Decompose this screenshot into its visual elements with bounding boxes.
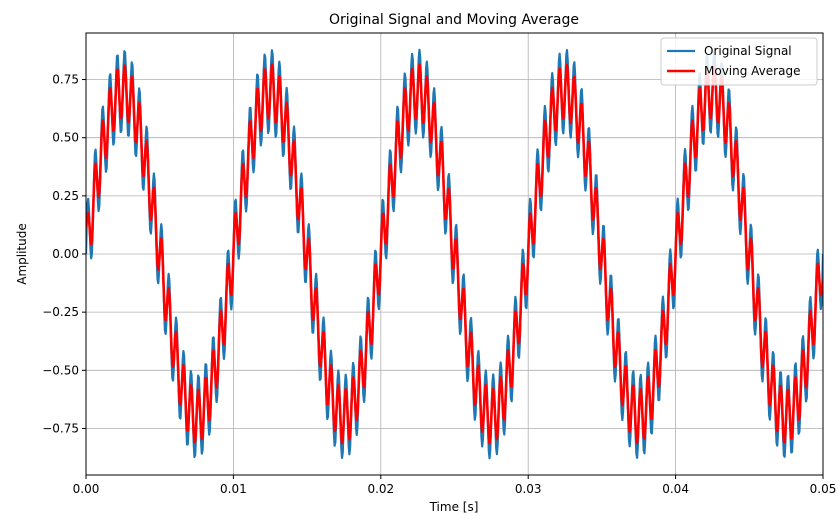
x-axis-label: Time [s] (429, 500, 479, 514)
x-tick-label: 0.04 (662, 482, 689, 496)
y-tick-label: 0.50 (52, 131, 79, 145)
y-tick-label: −0.75 (42, 421, 79, 435)
series-line-moving-average (86, 63, 823, 445)
x-tick-label: 0.02 (367, 482, 394, 496)
x-tick-label: 0.01 (220, 482, 247, 496)
y-tick-label: −0.50 (42, 363, 79, 377)
legend-box (660, 37, 818, 86)
legend-label-moving-average: Moving Average (704, 64, 800, 78)
y-tick-label: 0.75 (52, 73, 79, 87)
chart-title: Original Signal and Moving Average (329, 12, 579, 28)
y-tick-label: −0.25 (42, 305, 79, 319)
legend-label-original-signal: Original Signal (704, 44, 792, 58)
y-axis-label: Amplitude (15, 223, 29, 285)
legend: Original Signal Moving Average (660, 37, 818, 86)
y-axis-ticks: −0.75 −0.50 −0.25 0.00 0.25 0.50 0.75 (42, 73, 86, 435)
x-axis-ticks: 0.00 0.01 0.02 0.03 0.04 0.05 (73, 475, 837, 496)
x-tick-label: 0.05 (810, 482, 837, 496)
y-tick-label: 0.25 (52, 189, 79, 203)
x-tick-label: 0.03 (515, 482, 542, 496)
x-tick-label: 0.00 (73, 482, 100, 496)
y-tick-label: 0.00 (52, 247, 79, 261)
